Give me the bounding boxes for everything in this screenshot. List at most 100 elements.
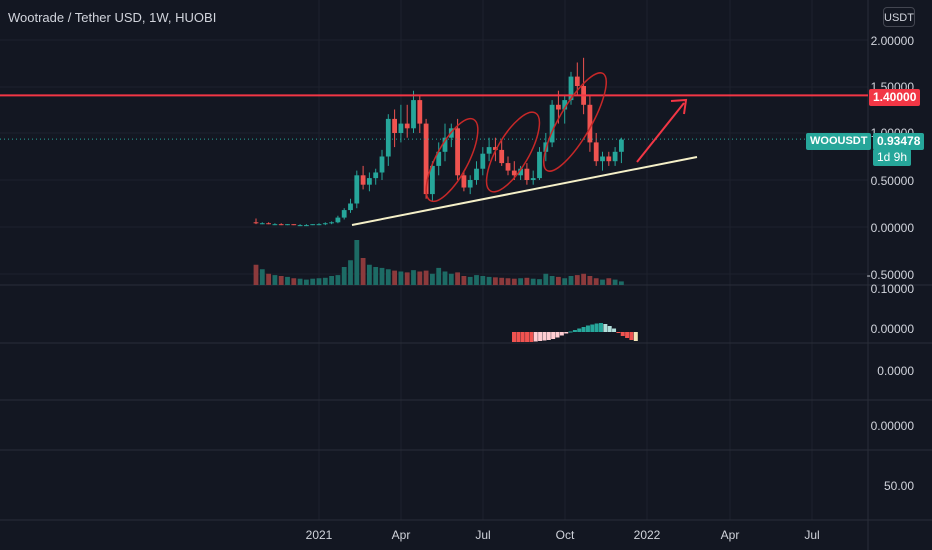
oscillator-histogram	[512, 323, 638, 342]
volume-bar	[499, 277, 505, 285]
candle-body	[385, 118, 391, 157]
volume-bar	[549, 276, 555, 285]
histogram-bar	[533, 332, 538, 342]
volume-bar	[253, 264, 259, 285]
volume-bar	[335, 275, 341, 285]
chart-title: Wootrade / Tether USD, 1W, HUOBI	[8, 10, 217, 25]
volume-bar	[398, 271, 404, 285]
volume-bar	[593, 278, 599, 285]
candle-body	[411, 100, 416, 129]
candle-body	[619, 139, 624, 152]
volume-bar	[562, 278, 568, 285]
volume-bar	[341, 267, 347, 285]
currency-unit-button[interactable]: USDT	[883, 7, 915, 27]
volume-bar	[411, 270, 416, 285]
volume-bar	[360, 258, 366, 285]
candle-body	[373, 172, 379, 179]
candle-body	[272, 224, 278, 226]
pattern-ellipse[interactable]	[533, 66, 617, 179]
current-price-tag: 0.93478	[873, 133, 925, 150]
volume-bar	[297, 278, 303, 285]
candle-body	[341, 210, 347, 218]
volume-bar	[493, 277, 498, 285]
candle-body	[367, 178, 372, 185]
candle-body	[455, 128, 460, 176]
histogram-bar	[555, 332, 560, 338]
volume-bar	[392, 270, 397, 285]
pattern-ellipse[interactable]	[416, 112, 487, 208]
time-axis-label: Jul	[804, 528, 820, 542]
candle-body	[379, 156, 385, 173]
candle-body	[574, 76, 580, 86]
histogram-bar	[581, 327, 586, 332]
histogram-bar	[603, 324, 608, 332]
volume-bar	[423, 270, 429, 285]
candle-body	[291, 224, 297, 226]
volume-bar	[448, 273, 454, 285]
candle-body	[348, 203, 353, 211]
candle-body	[612, 151, 618, 162]
histogram-bar	[620, 332, 625, 336]
volume-bar	[430, 273, 435, 285]
time-axis-label: Apr	[720, 528, 740, 542]
price-axis-label: 0.50000	[870, 174, 914, 188]
volume-bar	[530, 278, 536, 285]
volume-bar	[272, 275, 278, 285]
volume-bar	[322, 277, 328, 285]
pattern-ellipse[interactable]	[477, 105, 550, 199]
volume-bar	[455, 272, 460, 285]
volume-bar	[511, 278, 517, 285]
volume-bar	[505, 278, 511, 285]
time-axis-label: 2021	[305, 528, 333, 542]
volume-bar	[304, 279, 309, 285]
volume-bar	[291, 278, 297, 285]
ticker-symbol-tag[interactable]: WOOUSDT	[806, 133, 872, 150]
volume-bar	[480, 276, 486, 285]
histogram-bar	[633, 332, 638, 341]
histogram-bar	[599, 323, 603, 332]
candle-body	[304, 225, 309, 227]
candle-body	[556, 104, 561, 110]
volume-bar	[373, 267, 379, 285]
volume-bar	[486, 276, 492, 285]
candle-body	[474, 168, 479, 180]
candle-body	[442, 137, 448, 152]
price-axis-label: 2.00000	[870, 34, 914, 48]
volume-bar	[367, 264, 372, 285]
volume-bar	[581, 273, 586, 285]
time-axis-label: Oct	[555, 528, 575, 542]
grid-lines	[0, 0, 868, 520]
candle-body	[593, 142, 599, 162]
volume-bar	[474, 275, 479, 285]
candle-body	[511, 170, 517, 176]
support-trendline[interactable]	[351, 156, 698, 226]
candle-body	[310, 224, 316, 226]
volume-bar	[285, 276, 290, 285]
projection-arrow[interactable]	[636, 102, 685, 163]
histogram-bar	[625, 332, 630, 338]
candle-body	[486, 147, 492, 154]
candle-body	[461, 175, 467, 188]
candle-body	[549, 104, 555, 143]
time-axis-label: 2022	[633, 528, 661, 542]
volume-bar	[329, 276, 334, 285]
candle-body	[329, 222, 334, 224]
oscillator-axis-label: 0.00000	[870, 322, 914, 336]
volume-bar	[379, 267, 385, 285]
volume-bar	[278, 276, 284, 285]
volume-bar	[600, 279, 605, 285]
candle-body	[562, 100, 568, 110]
candle-body	[297, 225, 303, 227]
candle-body	[524, 168, 530, 180]
candle-body	[480, 153, 486, 169]
volume-bar	[556, 276, 561, 285]
candle-body	[467, 180, 473, 188]
price-axis-label: -0.50000	[866, 268, 914, 282]
candle-body	[493, 147, 498, 150]
histogram-bar	[572, 330, 577, 332]
pane-axis-label: 0.0000	[877, 364, 914, 378]
candle-body	[505, 163, 511, 171]
candle-body	[259, 223, 265, 225]
histogram-bar	[629, 332, 634, 340]
